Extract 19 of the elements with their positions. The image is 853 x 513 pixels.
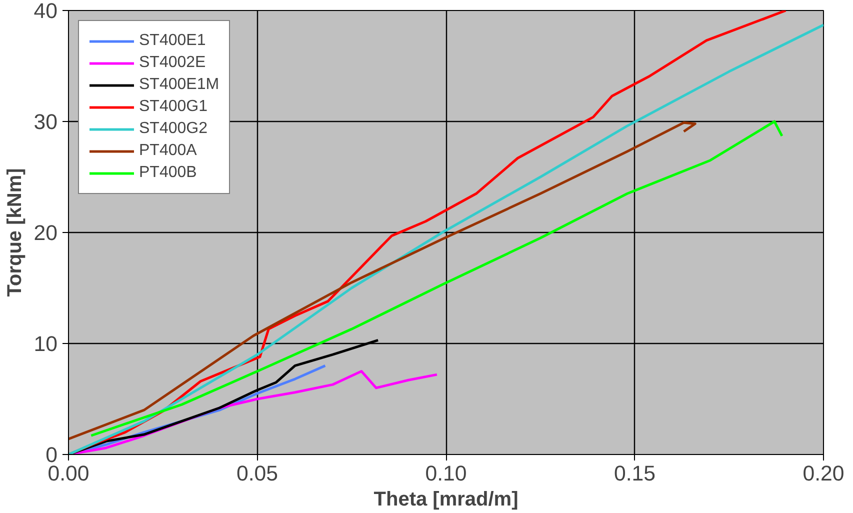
legend-label: PT400A	[139, 142, 197, 160]
line-series	[90, 120, 784, 437]
x-axis-title: Theta [mrad/m]	[374, 488, 518, 510]
legend-label: ST400E1	[139, 32, 206, 50]
y-axis-title: Torque [kNm]	[4, 168, 26, 297]
x-tick-label: 0.10	[425, 462, 467, 486]
legend-label: ST4002E	[139, 54, 206, 72]
x-tick-label: 0.05	[236, 462, 278, 486]
legend-label: PT400B	[139, 164, 197, 182]
y-tick-label: 40	[34, 0, 58, 23]
legend-label: ST400G1	[139, 98, 208, 116]
line-series	[68, 121, 696, 440]
x-tick-label: 0.15	[614, 462, 656, 486]
y-tick-label: 20	[34, 221, 58, 245]
legend-label: ST400G2	[139, 120, 208, 138]
x-tick-label: 0.20	[802, 462, 844, 486]
y-tick-label: 10	[34, 332, 58, 356]
legend-label: ST400E1M	[139, 76, 220, 94]
y-tick-label: 30	[34, 110, 58, 134]
